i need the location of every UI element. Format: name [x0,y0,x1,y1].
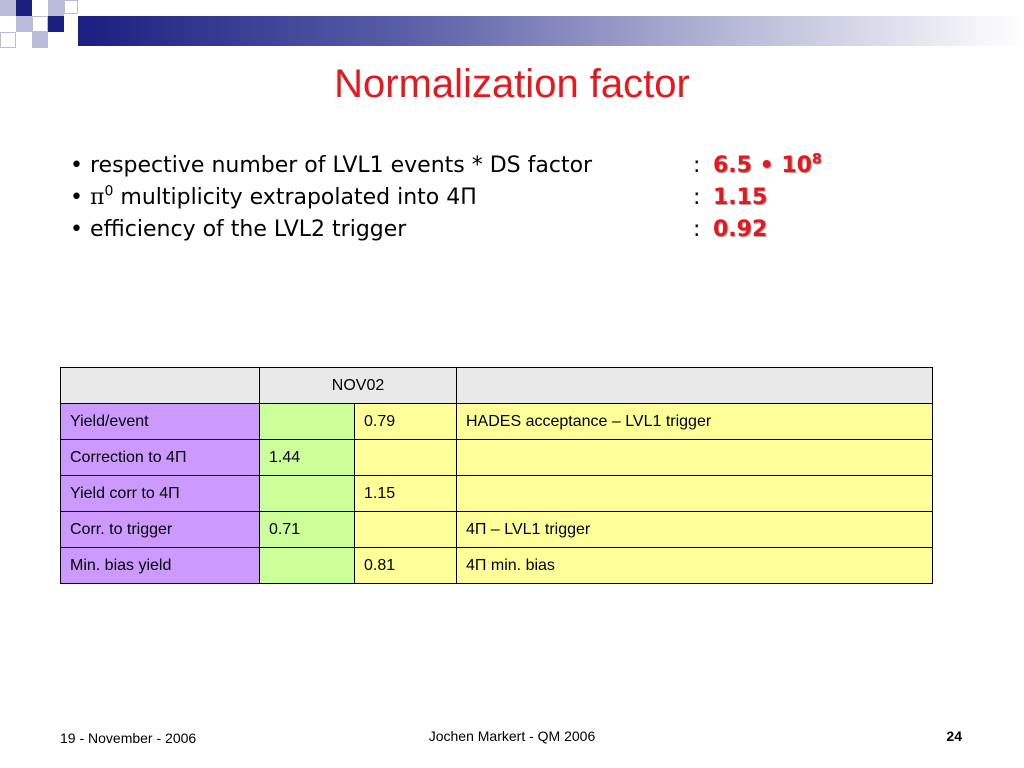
deco-square [0,32,16,48]
bullet-colon: : [693,217,701,242]
row-label-cell: Yield corr to 4Π [60,475,260,512]
row-label-cell: Correction to 4Π [60,439,260,476]
page-number: 24 [946,728,962,744]
bullet-marker: • [70,185,83,210]
table-cell: 0.71 [259,511,355,548]
bullet-marker: • [70,153,83,178]
bullet-item: • respective number of LVL1 events * DS … [70,150,970,182]
table-row: Yield corr to 4Π 1.15 [60,475,933,512]
deco-square [16,16,32,32]
table-row: Yield/event 0.79 HADES acceptance – LVL1… [60,403,933,440]
table-row: Min. bias yield 0.81 4Π min. bias [60,547,933,584]
deco-square [16,0,32,16]
table-header-cell: NOV02 [259,367,457,404]
normalization-table: NOV02 Yield/event 0.79 HADES acceptance … [60,367,933,584]
deco-square [48,16,64,32]
bullet-colon: : [693,153,701,178]
table-cell: 4Π – LVL1 trigger [456,511,933,548]
bullet-value: 1.15 [713,185,768,210]
bullet-item: • efficiency of the LVL2 trigger : 0.92 [70,214,970,246]
bullet-text: π0 multiplicity extrapolated into 4Π [90,183,477,210]
deco-square [64,0,78,14]
bullet-colon: : [693,185,701,210]
bullet-marker: • [70,217,83,242]
header-decoration [0,0,1024,60]
table-cell: HADES acceptance – LVL1 trigger [456,403,933,440]
deco-square [48,0,64,16]
table-cell: 4Π min. bias [456,547,933,584]
table-cell [456,475,933,512]
footer-date: 19 - November - 2006 [60,730,197,746]
deco-square [32,16,48,32]
bullet-list: • respective number of LVL1 events * DS … [70,150,970,246]
table-cell [354,511,457,548]
slide-title: Normalization factor [334,62,690,106]
bullet-text: efficiency of the LVL2 trigger [90,217,407,242]
table-header-cell [60,367,260,404]
header-gradient-bar [78,16,1024,46]
table-cell: 0.79 [354,403,457,440]
table-cell [259,403,355,440]
table-header-cell [456,367,933,404]
row-label-cell: Min. bias yield [60,547,260,584]
table-cell [354,439,457,476]
bullet-text: respective number of LVL1 events * DS fa… [90,153,593,178]
table-cell [259,547,355,584]
row-label-cell: Yield/event [60,403,260,440]
table-row: Correction to 4Π 1.44 [60,439,933,476]
table-row: Corr. to trigger 0.71 4Π – LVL1 trigger [60,511,933,548]
bullet-item: • π0 multiplicity extrapolated into 4Π :… [70,182,970,214]
bullet-value: 0.92 [713,217,768,242]
table-header-row: NOV02 [60,367,933,404]
bullet-value: 6.5 • 108 [713,151,822,178]
deco-square [0,0,16,16]
footer-author: Jochen Markert - QM 2006 [428,728,596,744]
table-cell: 1.15 [354,475,457,512]
row-label-cell: Corr. to trigger [60,511,260,548]
table-cell: 0.81 [354,547,457,584]
table-cell: 1.44 [259,439,355,476]
table-cell [456,439,933,476]
table-cell [259,475,355,512]
deco-square [32,32,48,48]
